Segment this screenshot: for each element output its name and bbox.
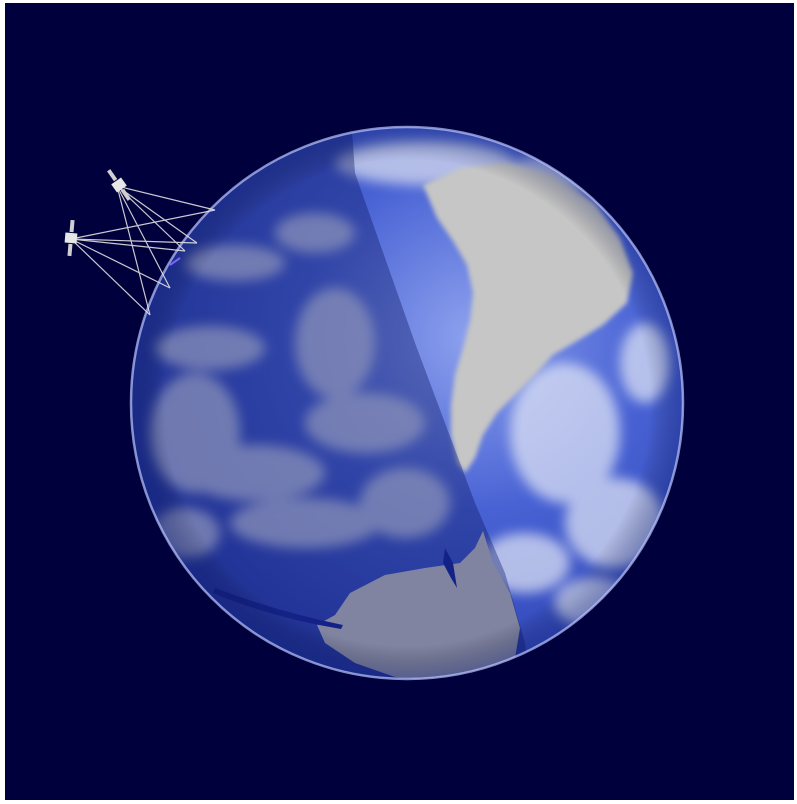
space-background [5, 3, 794, 800]
earth-globe [129, 125, 685, 681]
earth-scene [64, 125, 685, 681]
satellite-icon [107, 169, 131, 201]
satellite-icon [64, 219, 78, 257]
